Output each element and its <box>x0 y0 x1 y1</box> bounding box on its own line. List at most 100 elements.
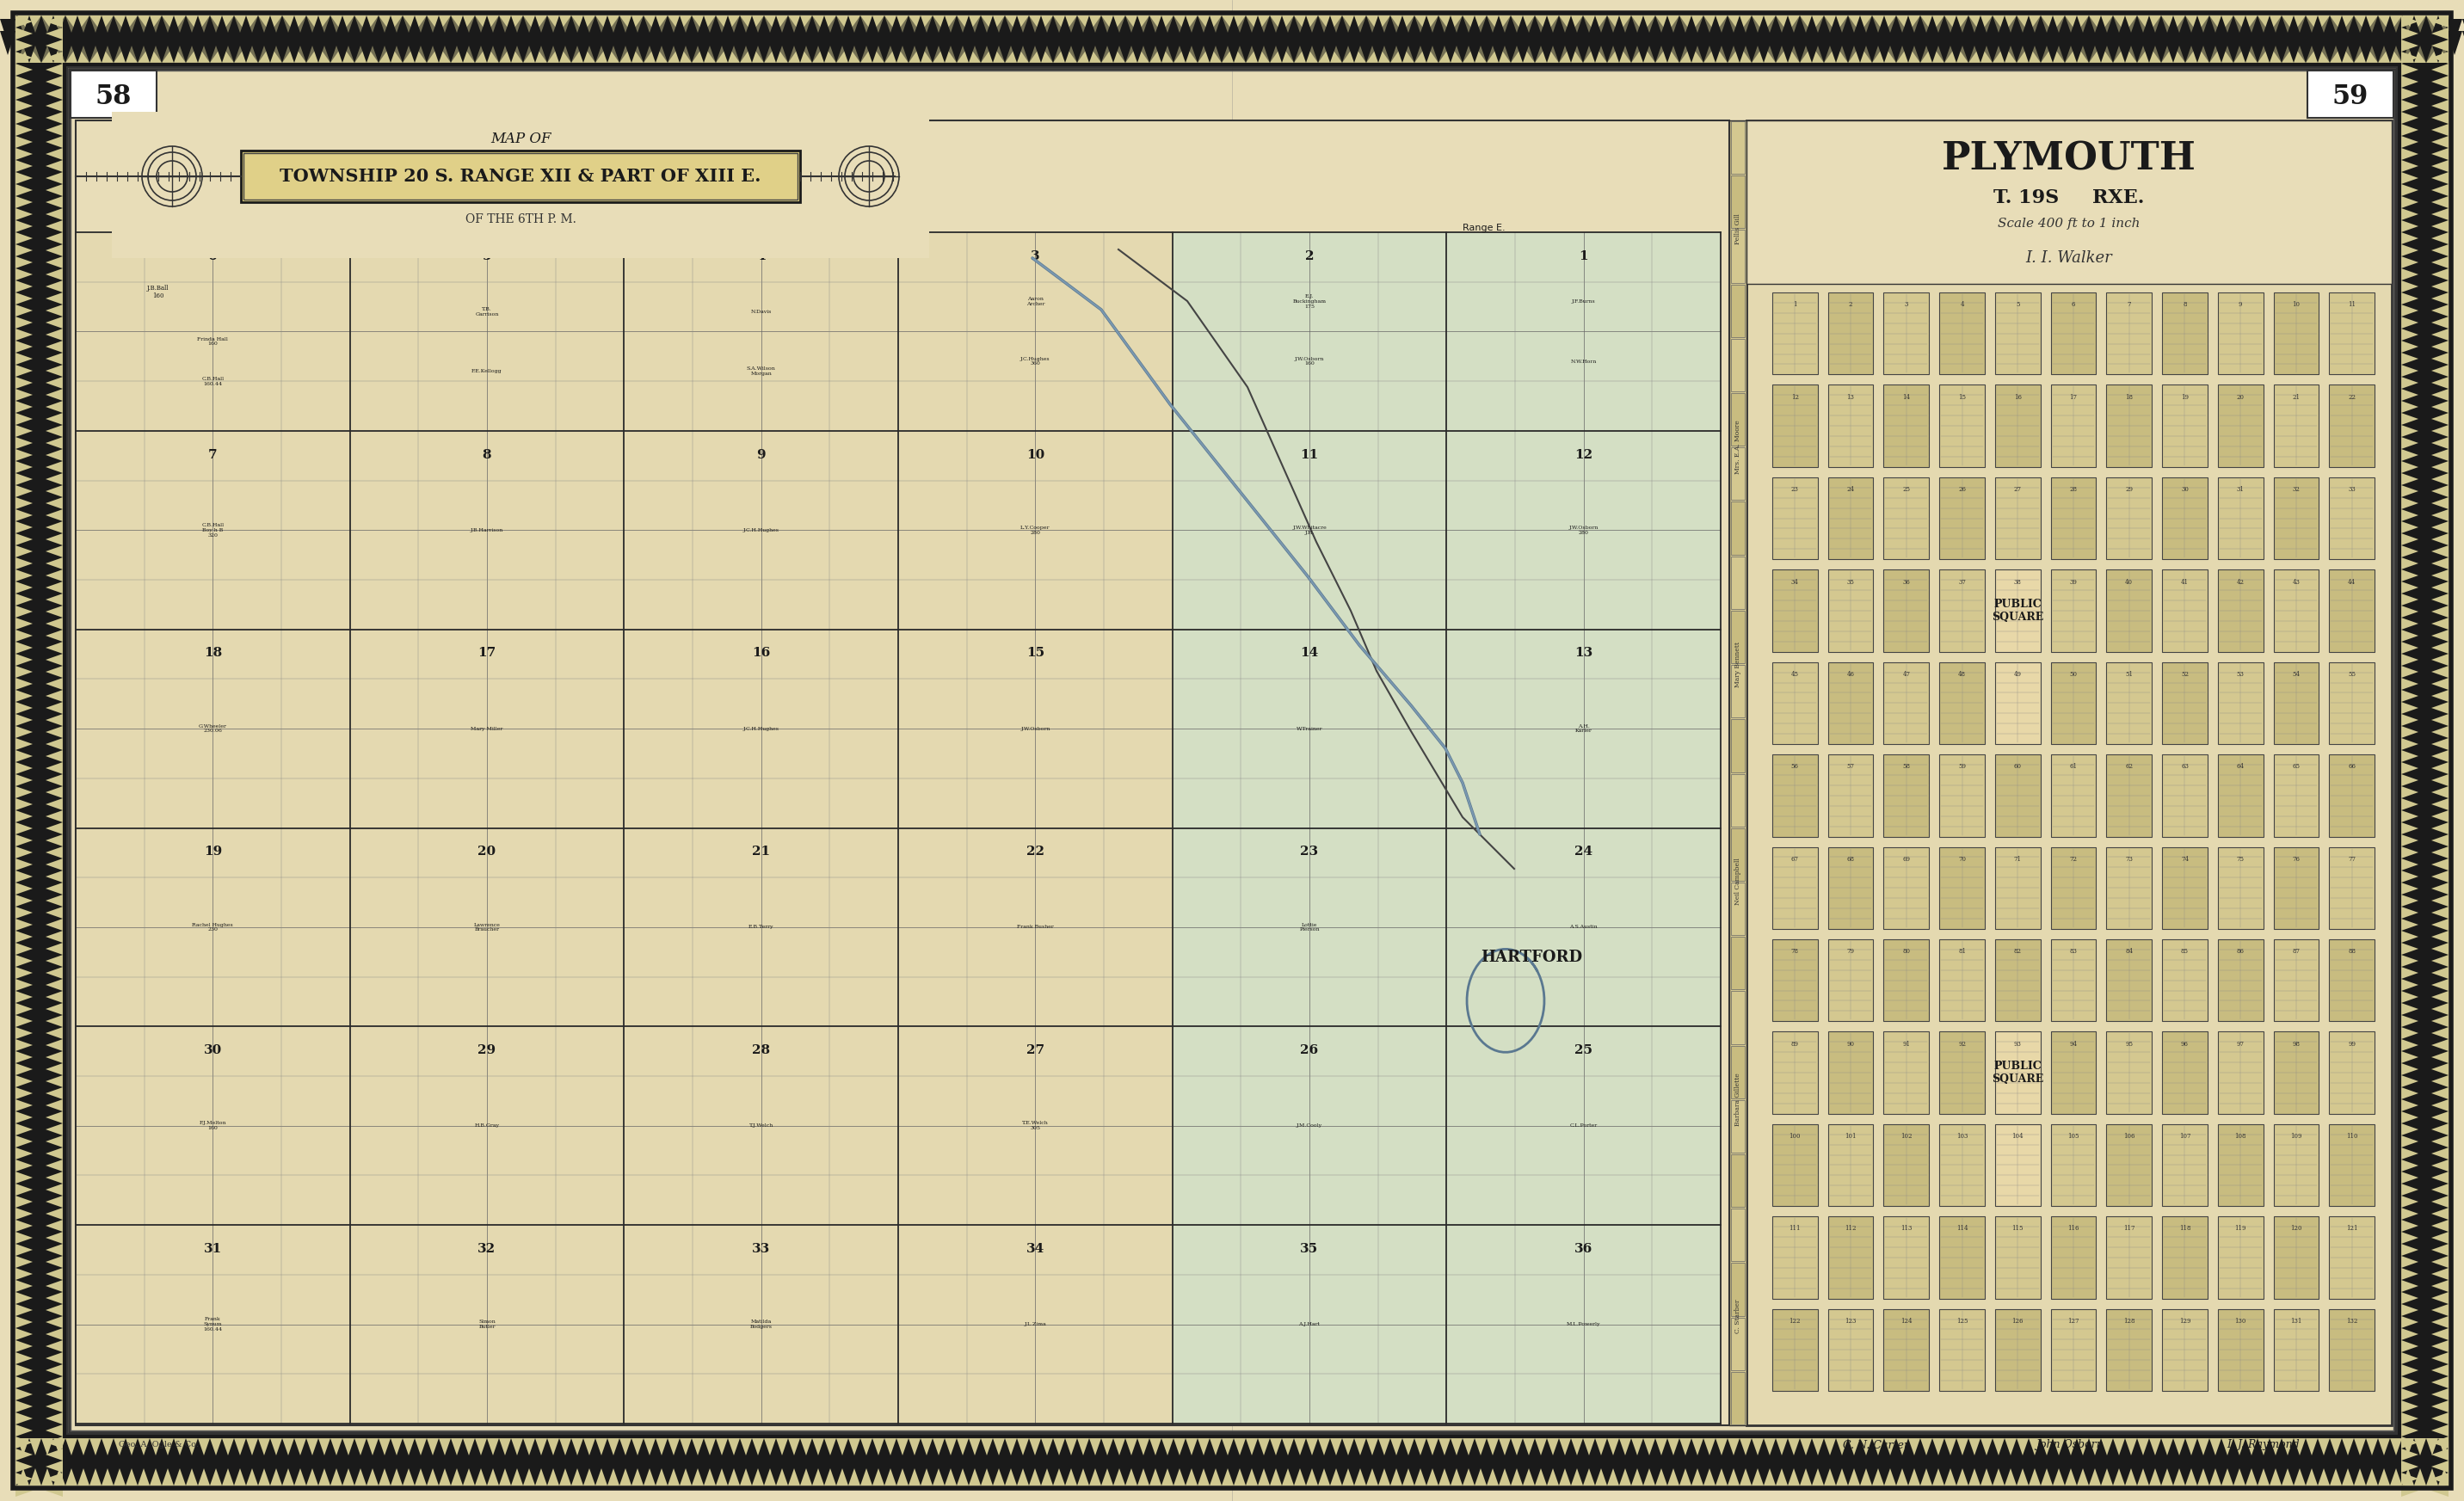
Polygon shape <box>853 20 867 44</box>
Polygon shape <box>2006 15 2016 33</box>
Polygon shape <box>2294 1438 2306 1456</box>
Polygon shape <box>259 15 271 33</box>
Text: T.B.
Garrison: T.B. Garrison <box>476 308 498 317</box>
Polygon shape <box>2432 389 2449 401</box>
Bar <box>1732 1318 1745 1370</box>
Polygon shape <box>2402 197 2417 209</box>
Polygon shape <box>379 15 402 63</box>
Polygon shape <box>1077 15 1101 63</box>
Polygon shape <box>1486 1438 1498 1456</box>
Polygon shape <box>1234 1468 1247 1486</box>
Polygon shape <box>15 161 32 173</box>
Polygon shape <box>2432 907 2449 919</box>
Polygon shape <box>2065 1438 2077 1456</box>
Bar <box>2050 293 2097 375</box>
Polygon shape <box>1680 1468 1690 1486</box>
Polygon shape <box>510 1468 522 1486</box>
Polygon shape <box>2114 45 2124 63</box>
Polygon shape <box>2378 45 2390 63</box>
Polygon shape <box>1486 45 1498 63</box>
Polygon shape <box>2402 1063 2417 1075</box>
Polygon shape <box>2432 365 2449 377</box>
Polygon shape <box>944 20 961 44</box>
Polygon shape <box>1631 15 1643 33</box>
Polygon shape <box>1799 1438 1811 1456</box>
Text: 11: 11 <box>2348 302 2356 308</box>
Polygon shape <box>2006 45 2016 63</box>
Polygon shape <box>2432 1087 2449 1099</box>
Polygon shape <box>2432 581 2449 593</box>
Polygon shape <box>1114 45 1126 63</box>
Polygon shape <box>185 45 197 63</box>
Polygon shape <box>2432 1135 2449 1147</box>
Text: 55: 55 <box>2348 671 2356 678</box>
Polygon shape <box>488 1438 500 1456</box>
Polygon shape <box>897 15 909 33</box>
Polygon shape <box>1207 32 1225 56</box>
Polygon shape <box>2183 20 2198 44</box>
Polygon shape <box>1680 15 1703 63</box>
Text: 115: 115 <box>2013 1225 2023 1232</box>
Polygon shape <box>1363 20 1377 44</box>
Polygon shape <box>15 702 32 714</box>
Polygon shape <box>15 629 32 642</box>
Polygon shape <box>15 293 32 305</box>
Polygon shape <box>15 521 32 533</box>
Polygon shape <box>2432 943 2449 955</box>
Polygon shape <box>500 15 510 33</box>
Polygon shape <box>1897 15 1907 33</box>
Polygon shape <box>2402 401 2417 413</box>
Polygon shape <box>15 1220 32 1232</box>
Polygon shape <box>1547 32 1565 56</box>
Polygon shape <box>1533 32 1547 56</box>
Text: C.B.Hall
Boy h B
320: C.B.Hall Boy h B 320 <box>202 522 224 537</box>
Polygon shape <box>2432 87 2449 99</box>
Text: Mary Miller: Mary Miller <box>471 726 503 731</box>
Polygon shape <box>15 666 32 678</box>
Polygon shape <box>357 20 372 44</box>
Polygon shape <box>2402 569 2417 581</box>
Polygon shape <box>47 461 62 473</box>
Polygon shape <box>1414 1468 1427 1486</box>
Polygon shape <box>2432 1328 2449 1340</box>
Polygon shape <box>1257 45 1269 63</box>
Polygon shape <box>618 1438 631 1456</box>
Polygon shape <box>618 32 636 56</box>
Text: M.L.Powerly: M.L.Powerly <box>1567 1322 1602 1327</box>
Polygon shape <box>310 20 325 44</box>
Polygon shape <box>1414 1438 1427 1456</box>
Polygon shape <box>1560 1438 1572 1456</box>
Bar <box>2107 662 2151 744</box>
Polygon shape <box>283 15 293 33</box>
Polygon shape <box>1823 45 1836 63</box>
Polygon shape <box>414 15 426 33</box>
Text: 123: 123 <box>1846 1318 1855 1324</box>
Polygon shape <box>1409 20 1424 44</box>
Polygon shape <box>2124 1438 2136 1456</box>
Polygon shape <box>15 750 32 763</box>
Polygon shape <box>712 20 727 44</box>
Bar <box>76 431 350 629</box>
Polygon shape <box>1185 45 1198 63</box>
Text: 119: 119 <box>2235 1225 2247 1232</box>
Polygon shape <box>1641 20 1656 44</box>
Polygon shape <box>2198 1468 2210 1486</box>
Polygon shape <box>15 149 32 161</box>
Polygon shape <box>101 1438 113 1456</box>
Polygon shape <box>15 281 32 293</box>
Polygon shape <box>1148 15 1173 63</box>
Polygon shape <box>547 1438 559 1456</box>
Polygon shape <box>47 979 62 991</box>
Polygon shape <box>47 545 62 557</box>
Polygon shape <box>922 1468 931 1486</box>
Polygon shape <box>15 63 32 75</box>
Text: 12: 12 <box>1574 449 1592 461</box>
Bar <box>2161 755 2208 836</box>
Polygon shape <box>2245 1468 2257 1486</box>
Text: Frank Busher: Frank Busher <box>1018 925 1055 929</box>
Polygon shape <box>968 15 981 33</box>
Polygon shape <box>2089 15 2102 33</box>
Polygon shape <box>2402 617 2417 629</box>
Polygon shape <box>1101 1468 1114 1486</box>
Text: 97: 97 <box>2237 1040 2245 1048</box>
